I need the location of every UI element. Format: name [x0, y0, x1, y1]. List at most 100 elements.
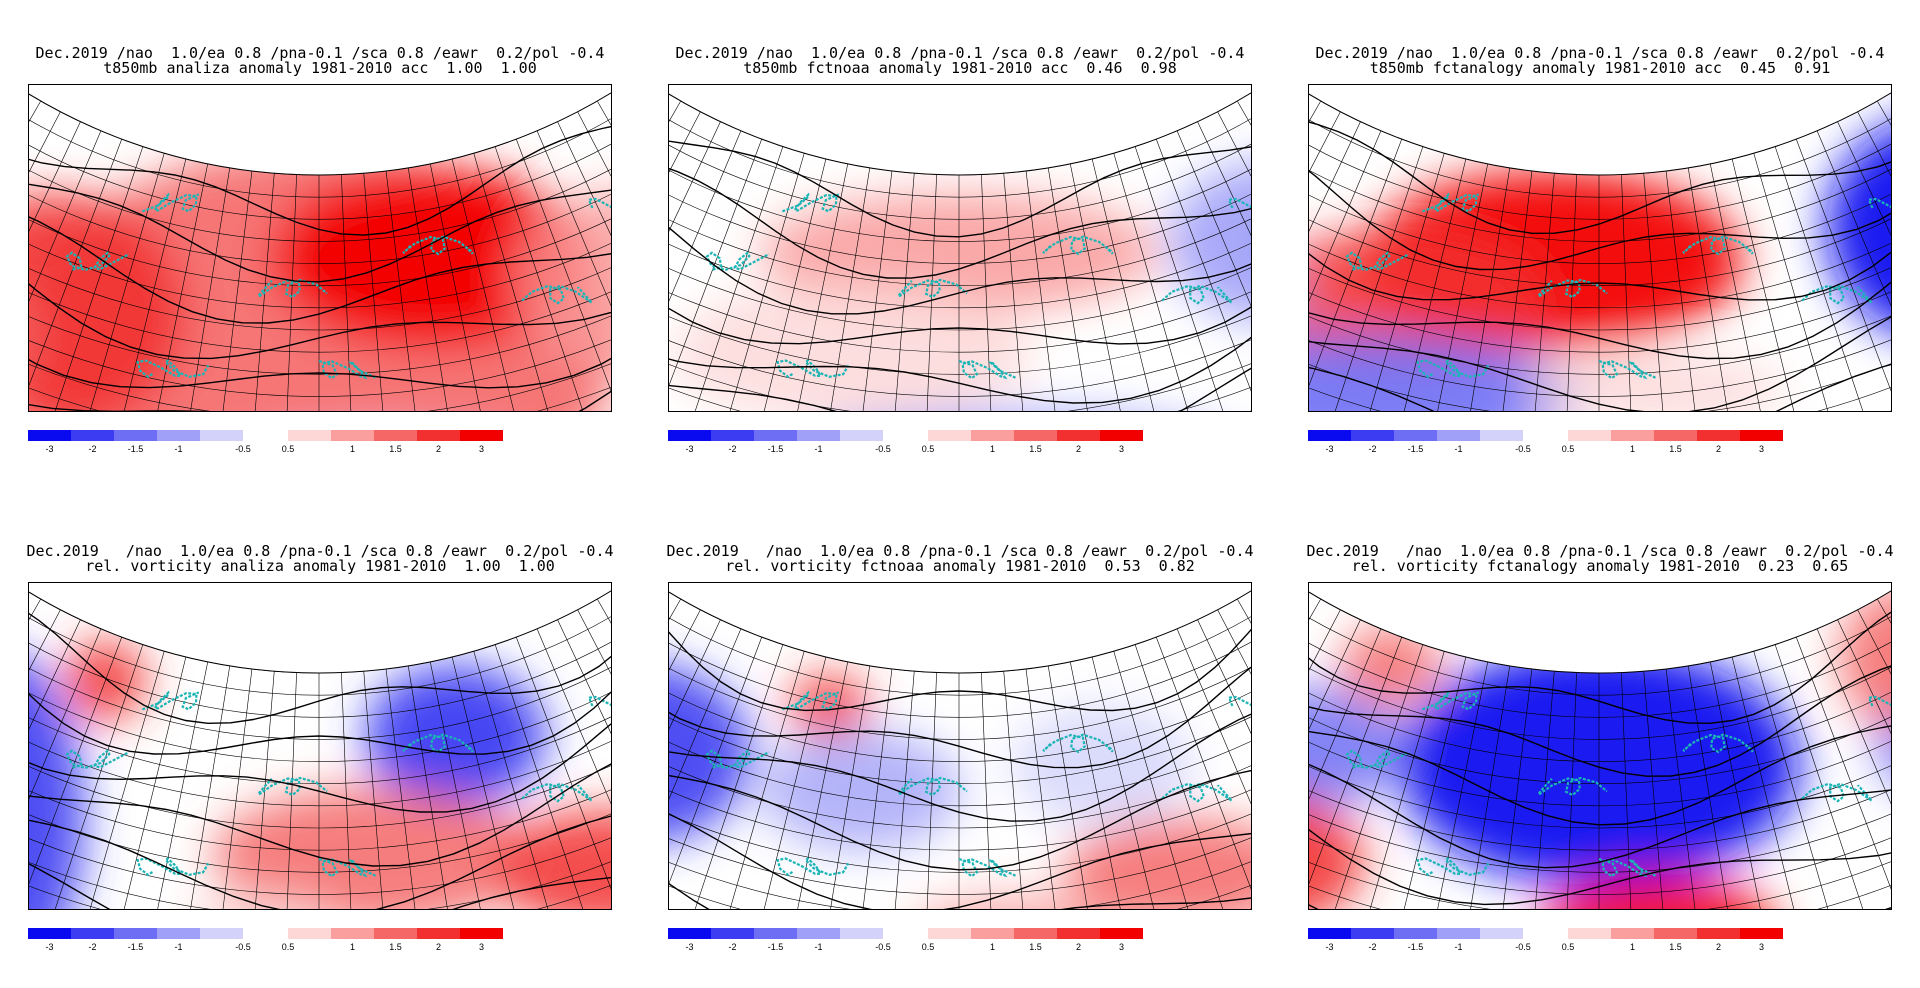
colorbar-swatch-negative — [114, 928, 157, 939]
colorbar-tick-label: -0.5 — [235, 942, 251, 952]
panel-title-line2: rel. vorticity analiza anomaly 1981-2010… — [85, 557, 555, 575]
colorbar-swatch-negative — [1394, 430, 1437, 441]
colorbar-swatch-positive — [417, 430, 460, 441]
colorbar-tick-label: -1.5 — [1407, 444, 1424, 454]
colorbar-tick-label: 1.5 — [1669, 444, 1682, 454]
colorbar-tick-label: -3 — [685, 942, 694, 952]
contour-lines — [1309, 583, 1891, 909]
colorbar-swatch-negative — [1308, 430, 1351, 441]
colorbar-swatch-negative — [711, 928, 754, 939]
colorbar-swatch-negative — [754, 430, 797, 441]
anomaly-region — [1064, 817, 1251, 909]
colorbar-swatch-positive — [374, 430, 417, 441]
map-plot — [668, 582, 1252, 910]
colorbar-swatch-positive — [1014, 928, 1057, 939]
colorbar-tick-label: -0.5 — [875, 444, 891, 454]
colorbar-tick-label: -2 — [1368, 444, 1377, 454]
colorbar-swatch-positive — [331, 928, 374, 939]
colorbar-tick-label: 3 — [478, 444, 485, 454]
colorbar-swatch-negative — [1394, 928, 1437, 939]
panel-title-line2: rel. vorticity fctanalogy anomaly 1981-2… — [1351, 557, 1849, 575]
colorbar-swatch-negative — [157, 928, 200, 939]
colorbar-swatch-negative — [840, 430, 883, 441]
panel-vort-fctanalogy: Dec.2019 /nao 1.0/ea 0.8 /pna-0.1 /sca 0… — [1280, 494, 1920, 988]
colorbar-swatch-positive — [928, 928, 971, 939]
coastline — [1345, 192, 1891, 380]
anomaly-region — [671, 283, 1032, 411]
colorbar-swatch-positive — [460, 430, 503, 441]
map-plot — [28, 84, 612, 412]
colorbar-swatch-positive — [1654, 430, 1697, 441]
panel-title-line1: Dec.2019 /nao 1.0/ea 0.8 /pna-0.1 /sca 0… — [1306, 542, 1894, 560]
colorbar-swatch-negative — [797, 928, 840, 939]
colorbar-tick-label: 1 — [349, 444, 356, 454]
anomaly-region — [212, 787, 533, 909]
map-plot — [28, 582, 612, 910]
map-canvas — [29, 85, 611, 411]
contour-lines — [29, 583, 611, 909]
colorbar-tick-label: 0.5 — [921, 444, 935, 454]
panel-title-line2: t850mb fctanalogy anomaly 1981-2010 acc … — [1369, 59, 1831, 77]
colorbar-swatch-negative — [1437, 928, 1480, 939]
map-canvas — [29, 583, 611, 909]
colorbar-swatch-positive — [288, 928, 331, 939]
colorbar-swatch-negative — [28, 928, 71, 939]
panel-title-line1: Dec.2019 /nao 1.0/ea 0.8 /pna-0.1 /sca 0… — [1315, 44, 1885, 62]
coastline — [1345, 690, 1891, 878]
colorbar: -3 -2 -1.5 -1 -0.5 0.5 1 1.5 2 3 — [668, 928, 1254, 956]
colorbar-tick-label: -0.5 — [235, 444, 251, 454]
anomaly-region — [1012, 705, 1193, 826]
colorbar-tick-label: 2 — [1715, 444, 1722, 454]
colorbar-tick-label: 3 — [1118, 942, 1125, 952]
colorbar-tick-label: 2 — [1075, 942, 1082, 952]
panel-title-line2: t850mb analiza anomaly 1981-2010 acc 1.0… — [103, 59, 537, 77]
colorbar-tick-label: 2 — [1715, 942, 1722, 952]
colorbar-tick-label: 1.5 — [1029, 942, 1042, 952]
colorbar-swatch-negative — [668, 430, 711, 441]
colorbar-swatch-negative — [71, 430, 114, 441]
anomaly-region — [789, 675, 870, 736]
colorbar-swatch-negative — [71, 928, 114, 939]
colorbar-swatch-positive — [1100, 430, 1143, 441]
contour-lines — [29, 85, 611, 411]
colorbar-tick-label: -1 — [814, 444, 823, 454]
colorbar-tick-label: -1.5 — [767, 444, 784, 454]
colorbar-tick-label: -3 — [45, 942, 54, 952]
colorbar-tick-label: -0.5 — [1515, 942, 1531, 952]
colorbar-tick-label: 1.5 — [389, 942, 402, 952]
colorbar-swatch-positive — [971, 430, 1014, 441]
colorbar-swatch-negative — [840, 928, 883, 939]
contour-lines — [669, 85, 1251, 411]
colorbar-swatch-positive — [1014, 430, 1057, 441]
map-canvas — [1309, 583, 1891, 909]
colorbar-tick-label: -1.5 — [1407, 942, 1424, 952]
colorbar-tick-label: 1 — [989, 942, 996, 952]
colorbar-tick-label: -2 — [88, 444, 97, 454]
colorbar-tick-label: -3 — [45, 444, 54, 454]
colorbar-swatch-negative — [1437, 430, 1480, 441]
anomaly-region — [1524, 354, 1785, 411]
colorbar-tick-label: 3 — [478, 942, 485, 952]
colorbar-tick-label: 1 — [989, 444, 996, 454]
map-plot — [668, 84, 1252, 412]
panel-t850-fctnoaa: Dec.2019 /nao 1.0/ea 0.8 /pna-0.1 /sca 0… — [640, 0, 1280, 494]
colorbar-tick-label: 1.5 — [1029, 444, 1042, 454]
anomaly-region — [514, 188, 611, 369]
colorbar-tick-label: -3 — [685, 444, 694, 454]
colorbar-tick-label: 1 — [1629, 942, 1636, 952]
colorbar-swatch-positive — [374, 928, 417, 939]
colorbar-tick-label: -0.5 — [1515, 444, 1531, 454]
colorbar-swatch-positive — [1100, 928, 1143, 939]
colorbar-swatch-positive — [971, 928, 1014, 939]
contour-lines — [1309, 85, 1891, 411]
panel-title-line1: Dec.2019 /nao 1.0/ea 0.8 /pna-0.1 /sca 0… — [675, 44, 1245, 62]
colorbar: -3 -2 -1.5 -1 -0.5 0.5 1 1.5 2 3 — [28, 430, 614, 458]
colorbar-tick-label: 1 — [1629, 444, 1636, 454]
panel-vort-analiza: Dec.2019 /nao 1.0/ea 0.8 /pna-0.1 /sca 0… — [0, 494, 640, 988]
colorbar-swatch-positive — [1611, 928, 1654, 939]
panel-t850-analiza: Dec.2019 /nao 1.0/ea 0.8 /pna-0.1 /sca 0… — [0, 0, 640, 494]
colorbar-tick-label: 1.5 — [1669, 942, 1682, 952]
colorbar-swatch-positive — [460, 928, 503, 939]
colorbar-swatch-positive — [1568, 928, 1611, 939]
colorbar-tick-label: -1.5 — [767, 942, 784, 952]
